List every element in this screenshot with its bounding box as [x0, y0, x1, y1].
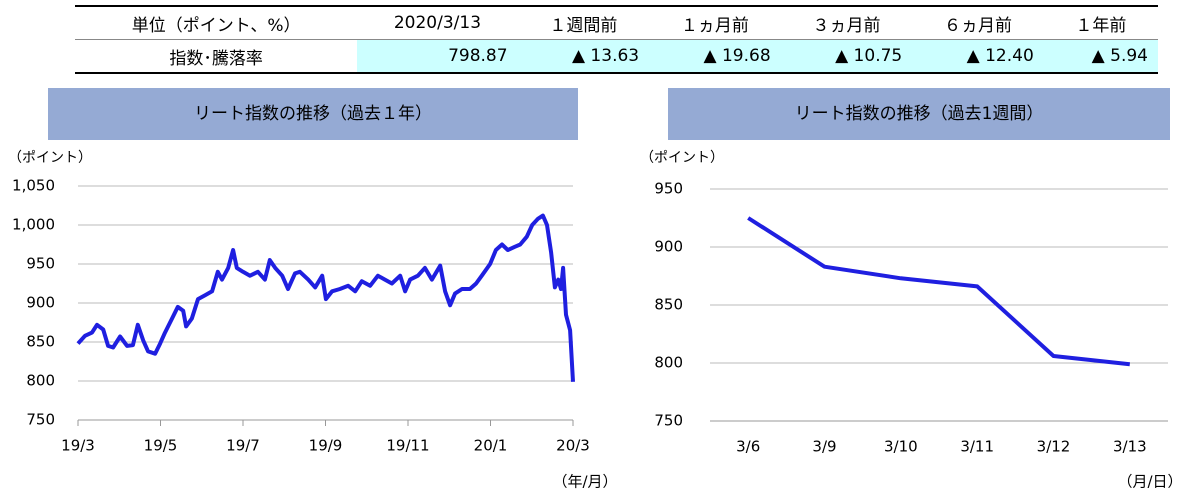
- cell: 単位（ポイント、%）: [75, 5, 358, 40]
- title-box: [668, 88, 1170, 140]
- cell: １年前: [1043, 5, 1158, 40]
- y-tick-label: 950: [654, 180, 683, 198]
- x-tick-label: 3/9: [812, 438, 836, 456]
- y-tick-label: 850: [26, 333, 55, 351]
- cell: ▲ 13.63: [517, 39, 650, 74]
- cell: ▲ 12.40: [912, 39, 1044, 74]
- y-tick-label: 800: [26, 372, 55, 390]
- title-box: [48, 88, 578, 140]
- cell: １ヵ月前: [649, 5, 781, 40]
- chart-title: リート指数の推移（過去1週間）: [795, 104, 1044, 124]
- cell: 指数･騰落率: [75, 39, 358, 74]
- y-tick-label: 1,000: [12, 216, 55, 234]
- x-axis-label: （年/月）: [552, 473, 617, 491]
- cell: 798.87: [357, 39, 518, 74]
- y-axis-label: （ポイント）: [640, 150, 724, 166]
- data-line: [747, 216, 1131, 367]
- summary-table: 単位（ポイント、%） 2020/3/13 １週間前 １ヵ月前 ３ヵ月前 ６ヵ月前 １年前 指…: [75, 5, 1158, 74]
- chart-title: リート指数の推移（過去１年）: [194, 104, 432, 124]
- cell: ３ヵ月前: [780, 5, 913, 40]
- cell: １週間前: [517, 5, 650, 40]
- x-tick-label: 19/3: [61, 437, 95, 455]
- x-tick-label: 19/11: [386, 437, 429, 455]
- cell: ▲ 19.68: [649, 39, 781, 74]
- cell: ６ヵ月前: [912, 5, 1044, 40]
- y-tick-label: 750: [26, 411, 55, 429]
- x-tick-label: 3/13: [1113, 438, 1147, 456]
- cell: ▲ 10.75: [780, 39, 913, 74]
- y-tick-label: 950: [26, 255, 55, 273]
- x-tick-label: 20/3: [556, 437, 590, 455]
- cell: 2020/3/13: [357, 5, 518, 40]
- y-tick-label: 900: [26, 294, 55, 312]
- cell: ▲ 5.94: [1043, 39, 1158, 74]
- x-tick-label: 19/9: [309, 437, 343, 455]
- x-axis-label: （月/日）: [1117, 473, 1182, 491]
- y-tick-label: 850: [654, 296, 683, 314]
- data-line: [76, 213, 575, 382]
- y-tick-label: 900: [654, 238, 683, 256]
- x-tick-label: 3/11: [960, 438, 994, 456]
- y-axis-label: （ポイント）: [8, 150, 92, 166]
- x-tick-label: 19/5: [144, 437, 178, 455]
- x-tick-label: 3/10: [884, 438, 918, 456]
- x-tick-label: 19/7: [226, 437, 260, 455]
- y-tick-label: 800: [654, 354, 683, 372]
- x-tick-label: 20/1: [474, 437, 508, 455]
- x-tick-label: 3/12: [1037, 438, 1071, 456]
- x-tick-label: 3/6: [736, 438, 760, 456]
- y-tick-label: 1,050: [12, 177, 55, 195]
- y-tick-label: 750: [654, 412, 683, 430]
